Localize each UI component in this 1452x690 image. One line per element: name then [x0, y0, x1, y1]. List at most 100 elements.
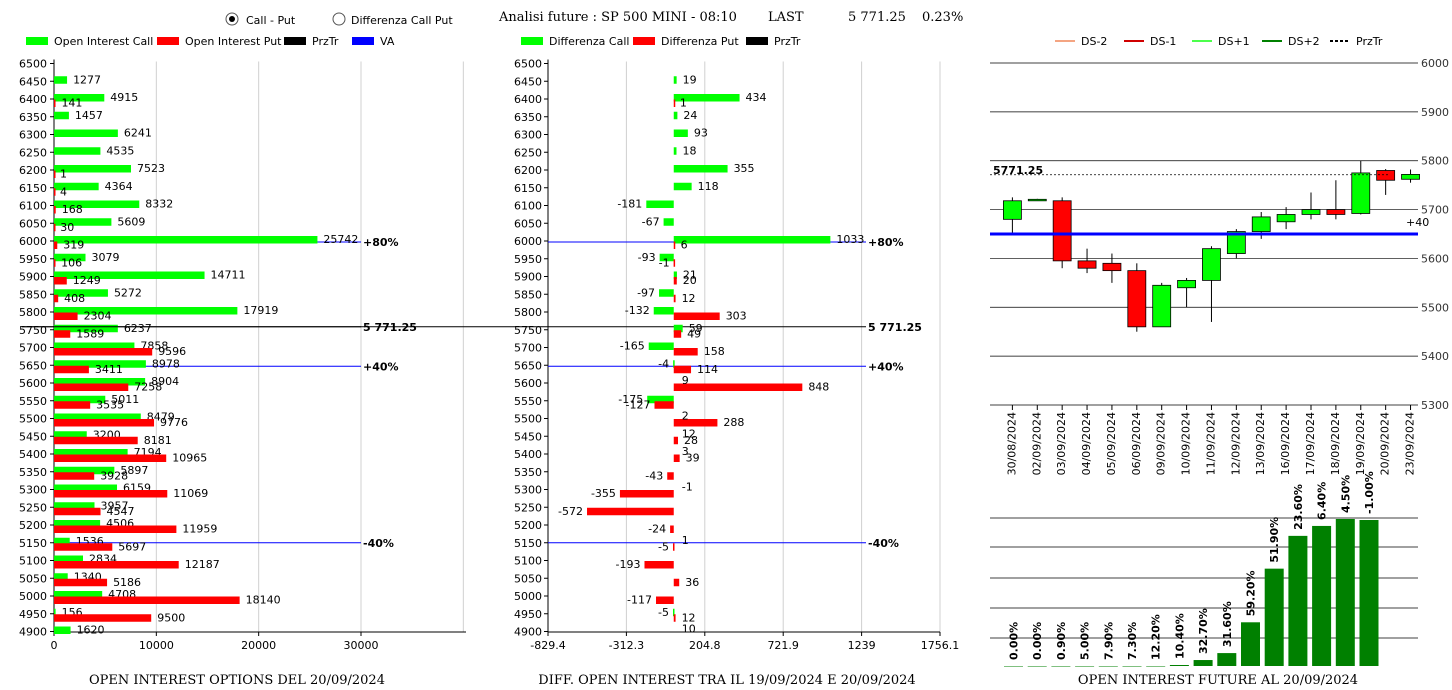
strike-label-6000: 6000: [514, 235, 542, 248]
future-bar-1: [1027, 666, 1047, 667]
strike-label-6200: 6200: [514, 164, 542, 177]
last-label: LAST: [768, 10, 804, 25]
candle-legend-label-0: DS-2: [1081, 35, 1107, 48]
legend-label-0: Open Interest Call: [54, 35, 153, 48]
call-bar-4950: [672, 608, 675, 617]
put-value-5850: 408: [64, 292, 85, 305]
strike-label-6350: 6350: [19, 111, 47, 124]
legend-swatch-1: [633, 37, 655, 45]
future-bar-13: [1312, 525, 1332, 666]
put-bar-5350: [667, 472, 674, 480]
put-bar-5900: [673, 277, 677, 285]
put-bar-5400: [673, 454, 680, 462]
put-bar-6000: [673, 241, 676, 249]
candle-body-12: [1301, 209, 1321, 215]
candle-body-11: [1276, 214, 1296, 223]
ref-label-3: -40%: [868, 537, 899, 550]
strike-label-5650: 5650: [19, 359, 47, 372]
put-bar-6400: [54, 99, 56, 107]
call-value-5950: 3079: [92, 251, 120, 264]
put-bar-5550: [54, 401, 91, 409]
put-value-5100: -193: [616, 558, 641, 571]
x-tick-label-1: 10000: [139, 639, 174, 652]
put-bar-5650: [54, 365, 89, 374]
radio-diff-label: Differenza Call Put: [351, 14, 453, 27]
put-value-6400: 1: [680, 97, 687, 110]
ref-label-1: 5 771.25: [868, 321, 922, 334]
strike-label-5300: 5300: [514, 484, 542, 497]
candle-legend-label-2: DS+1: [1218, 35, 1250, 48]
put-bar-5350: [54, 472, 95, 480]
strike-label-5850: 5850: [19, 288, 47, 301]
call-bar-6100: [646, 200, 674, 208]
ref-label-0: +80%: [868, 236, 904, 249]
strike-label-5900: 5900: [19, 271, 47, 284]
legend-label-3: VA: [380, 35, 395, 48]
call-value-6000: 1033: [836, 233, 864, 246]
put-value-5450: 8181: [144, 434, 172, 447]
diff-oi-chart: 6500645064006350630062506200615061006050…: [22, 35, 959, 688]
strike-label-5750: 5750: [514, 324, 542, 337]
call-value-4900: 1620: [77, 624, 105, 637]
call-value-5850: -97: [637, 286, 655, 299]
strike-label-5250: 5250: [19, 501, 47, 514]
future-bar-0: [1004, 666, 1023, 667]
call-bar-4950: [54, 608, 56, 617]
strike-label-6500: 6500: [514, 58, 542, 71]
strike-label-5350: 5350: [19, 466, 47, 479]
candle-body-1: [1027, 198, 1047, 202]
strike-label-5400: 5400: [514, 448, 542, 461]
call-bar-5650: [673, 360, 675, 368]
side-label-5: 1: [682, 534, 689, 547]
put-value-5250: 4547: [107, 505, 135, 518]
strike-label-5700: 5700: [514, 342, 542, 355]
put-value-5500: 288: [723, 416, 744, 429]
put-bar-5700: [54, 348, 153, 356]
put-value-5800: 2304: [84, 310, 112, 323]
call-bar-5100: [54, 555, 84, 563]
side-label-3: 3: [682, 445, 689, 458]
put-bar-5800: [54, 312, 78, 320]
strike-label-5150: 5150: [19, 537, 47, 550]
side-label-0: 9: [682, 374, 689, 387]
oi-future-chart: 0.00% 0.00% 0.90% 5.00% 7.90% 7.30% 12.20% 10.4…: [990, 471, 1418, 688]
future-bar-label-9: 31.60%: [1221, 601, 1234, 647]
x-tick-label-5: 1756.1: [921, 639, 960, 652]
x-tick-label-1: -312.3: [609, 639, 644, 652]
put-bar-5050: [673, 578, 680, 587]
ref-label-0: +80%: [363, 236, 399, 249]
date-label-16: 23/09/2024: [1404, 412, 1417, 475]
call-value-6300: 6241: [124, 127, 152, 140]
future-bar-3: [1075, 666, 1095, 667]
radio-call-put-label: Call - Put: [246, 14, 296, 27]
future-bar-label-3: 5.00%: [1079, 622, 1092, 660]
mode-radio-diff[interactable]: Differenza Call Put: [332, 12, 453, 27]
legend-swatch-2: [746, 37, 768, 45]
call-value-5900: 21: [683, 269, 697, 282]
strike-label-5050: 5050: [19, 572, 47, 585]
call-bar-6300: [54, 129, 118, 137]
strike-label-5600: 5600: [19, 377, 47, 390]
call-bar-6000: [673, 236, 831, 244]
put-value-5650: 3411: [95, 363, 123, 376]
future-bar-10: [1241, 622, 1260, 666]
put-value-5200: 11959: [182, 523, 217, 536]
strike-label-5000: 5000: [19, 590, 47, 603]
date-label-10: 13/09/2024: [1254, 412, 1267, 475]
call-value-6250: 4535: [106, 144, 134, 157]
call-bar-5150: [54, 537, 70, 546]
ref-label-2: +40%: [868, 360, 904, 373]
call-value-6350: 24: [683, 109, 697, 122]
put-value-6200: 1: [60, 168, 67, 181]
candle-ytick-5400: 5400: [1421, 350, 1449, 363]
call-bar-5800: [653, 307, 674, 315]
call-value-6300: 93: [694, 127, 708, 140]
strike-label-5550: 5550: [514, 395, 542, 408]
strike-label-5950: 5950: [514, 253, 542, 266]
put-bar-5400: [54, 454, 167, 462]
put-value-5750: 1589: [76, 327, 104, 340]
put-value-5600: 7258: [134, 381, 162, 394]
put-bar-5850: [673, 294, 676, 303]
date-label-15: 20/09/2024: [1379, 412, 1392, 475]
mode-radio-call-put[interactable]: Call - Put: [225, 12, 296, 27]
